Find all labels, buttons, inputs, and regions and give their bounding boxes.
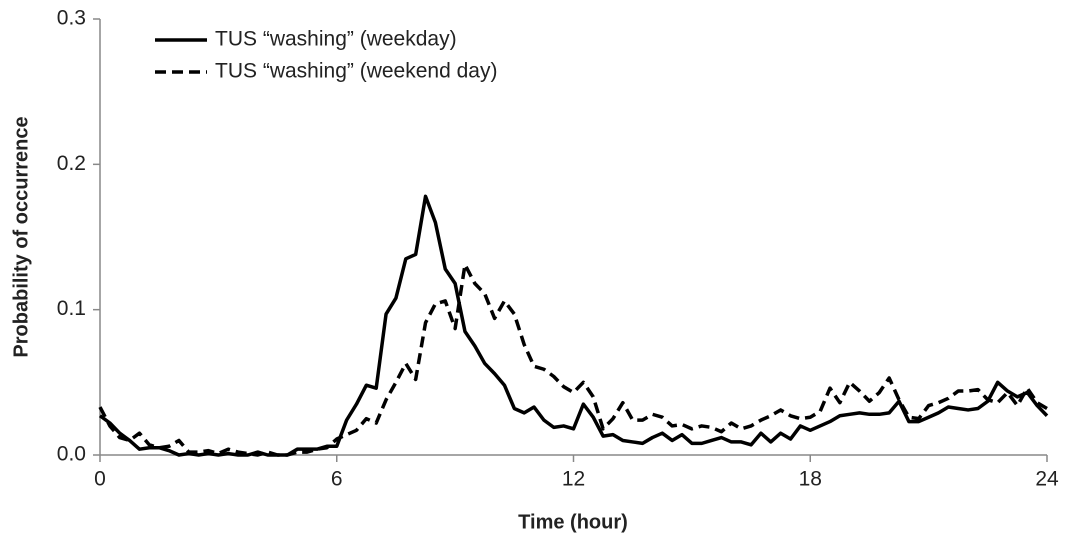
x-tick-label: 12 bbox=[562, 468, 585, 491]
series-line bbox=[98, 262, 1048, 457]
y-tick-label: 0.1 bbox=[57, 297, 86, 320]
x-tick-label: 0 bbox=[94, 468, 106, 491]
y-tick-label: 0.0 bbox=[57, 443, 86, 466]
y-axis-title: Probability of occurrence bbox=[10, 116, 32, 357]
x-tick-label: 18 bbox=[799, 468, 822, 491]
y-tick-label: 0.2 bbox=[57, 152, 86, 175]
series-line bbox=[98, 194, 1049, 457]
y-tick-label: 0.3 bbox=[57, 7, 86, 30]
x-axis-title: Time (hour) bbox=[518, 511, 628, 533]
legend-label: TUS “washing” (weekday) bbox=[215, 28, 457, 51]
legend-label: TUS “washing” (weekend day) bbox=[215, 60, 497, 83]
x-tick-label: 24 bbox=[1035, 468, 1059, 491]
x-tick-label: 6 bbox=[331, 468, 343, 491]
